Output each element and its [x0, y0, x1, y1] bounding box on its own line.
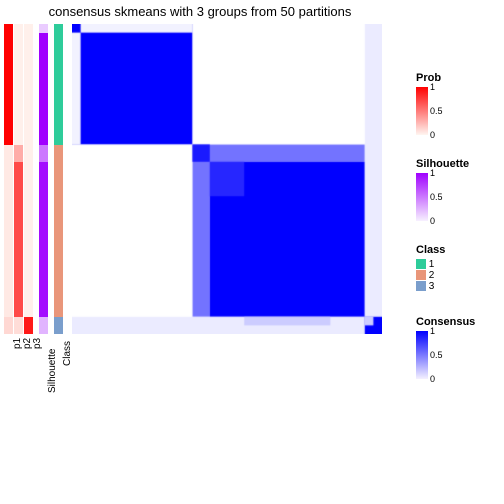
legend-gradient-silhouette: 10.50 [416, 173, 428, 221]
legend-gradient-consensus: 10.50 [416, 331, 428, 379]
legend-title-silhouette: Silhouette [416, 158, 469, 170]
consensus-heatmap [72, 24, 382, 334]
axis-label-silhouette: Silhouette [47, 349, 58, 393]
annot-p1 [4, 24, 13, 334]
annot-class [54, 24, 63, 334]
axis-label-class: Class [62, 340, 73, 365]
annot-silhouette [39, 24, 48, 334]
legend-silhouette: Silhouette 10.50 [416, 158, 469, 221]
legend-title-prob: Prob [416, 72, 441, 84]
annot-p2 [14, 24, 23, 334]
legend-consensus: Consensus 10.50 [416, 316, 475, 379]
legend-prob: Prob 10.50 [416, 72, 441, 135]
annot-p3 [24, 24, 33, 334]
legend-gradient-prob: 10.50 [416, 87, 428, 135]
legend-class: Class 1 2 3 [416, 244, 445, 292]
legend-title-consensus: Consensus [416, 316, 475, 328]
legend-title-class: Class [416, 244, 445, 256]
axis-label-p3: p3 [32, 338, 43, 349]
page-title: consensus skmeans with 3 groups from 50 … [0, 4, 400, 19]
